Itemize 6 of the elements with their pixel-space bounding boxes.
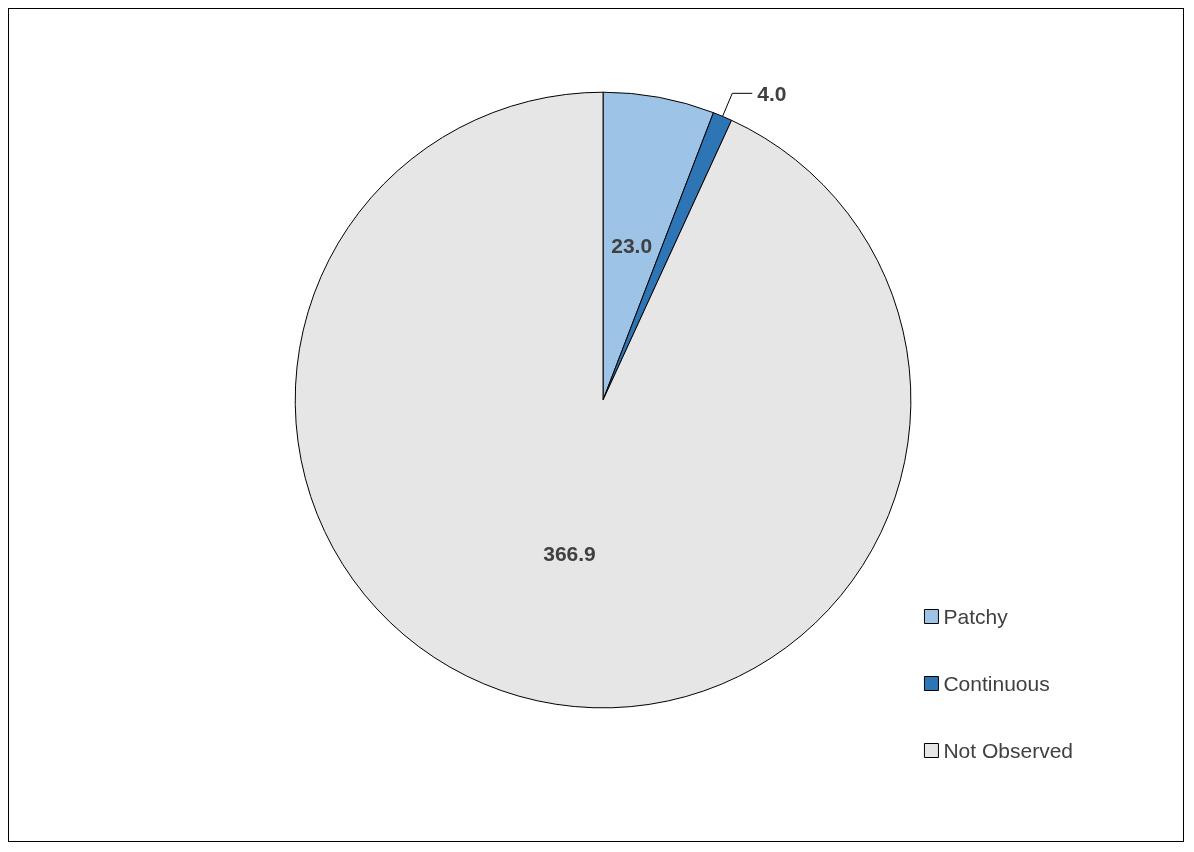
data-label: 4.0 xyxy=(757,81,787,105)
data-label: 23.0 xyxy=(611,234,653,258)
legend-label: Continuous xyxy=(943,672,1050,695)
legend-label: Patchy xyxy=(943,605,1009,628)
data-label: 366.9 xyxy=(543,541,596,565)
legend-label: Not Observed xyxy=(943,739,1073,762)
